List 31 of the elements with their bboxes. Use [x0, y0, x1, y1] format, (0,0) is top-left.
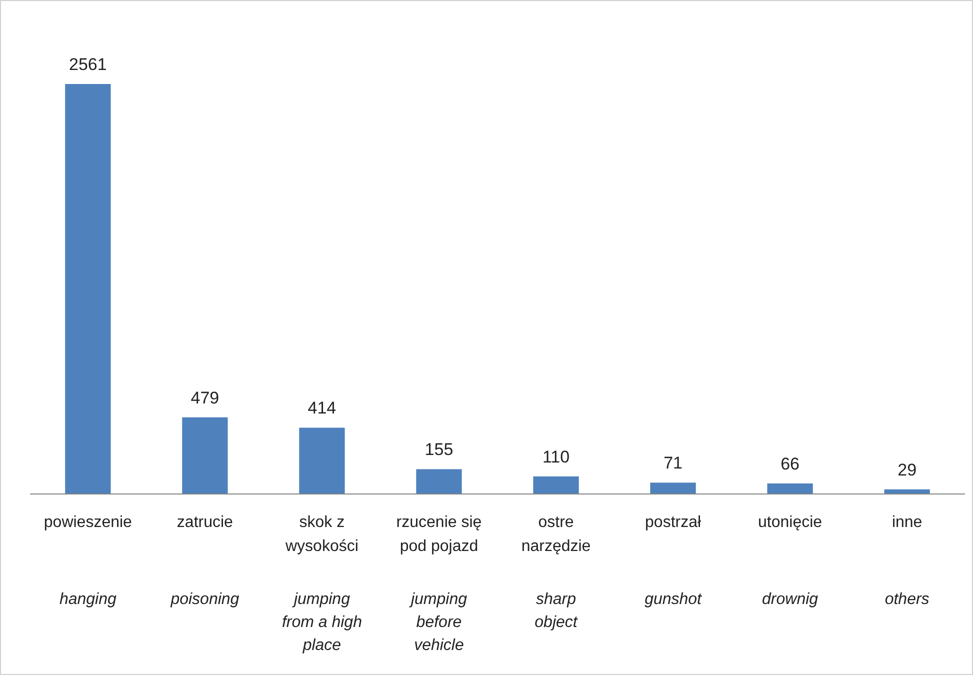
- bar: [65, 84, 111, 494]
- text: jumping from a high place: [282, 591, 362, 654]
- data-label: 71: [664, 454, 682, 473]
- data-label: 414: [308, 398, 336, 418]
- x-tick-label: powieszenie: [44, 514, 132, 531]
- x-tick-label: zatrucie: [176, 514, 234, 531]
- bar: [416, 469, 462, 494]
- data-label: 66: [780, 454, 800, 474]
- bar: [533, 476, 579, 494]
- x-tick-label: ostre narzędzie: [521, 514, 591, 555]
- data-label: 479: [190, 388, 220, 408]
- data-label: 2561: [69, 55, 107, 74]
- text: others: [884, 591, 930, 608]
- bar: [767, 483, 813, 494]
- x-tick-label: skok z wysokości: [284, 514, 358, 555]
- bar: [299, 428, 345, 494]
- text: poisoning: [170, 591, 240, 608]
- bar: [650, 482, 696, 494]
- text: jumping before vehicle: [408, 591, 468, 654]
- x-tick-label: utonięcie: [758, 514, 822, 531]
- text: hanging: [59, 591, 116, 608]
- x-tick-label: rzucenie się pod pojazd: [396, 514, 482, 555]
- text: drownig: [762, 591, 818, 608]
- text: gunshot: [644, 591, 702, 608]
- bar: [182, 417, 228, 494]
- data-label: 110: [542, 447, 570, 466]
- text: sharp object: [534, 591, 578, 631]
- data-label: 29: [898, 460, 917, 480]
- x-tick-label: inne: [892, 514, 922, 531]
- data-label: 155: [424, 440, 454, 460]
- x-tick-label: postrzał: [645, 514, 702, 531]
